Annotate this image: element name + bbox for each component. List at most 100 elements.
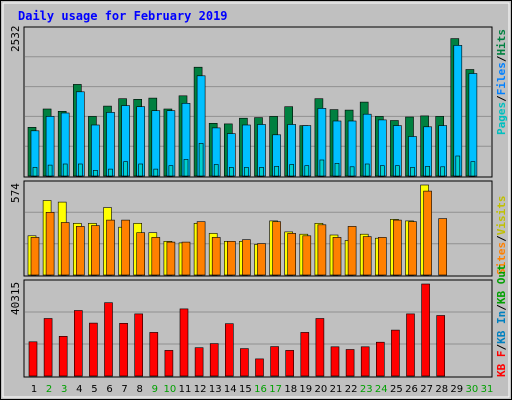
x-tick-label: 13 <box>209 384 222 395</box>
bar-kbytes <box>149 332 159 377</box>
bar-sites <box>76 226 85 276</box>
panel-hits-ymax-label: 2532 <box>9 26 22 53</box>
panel-kbytes-legend: KB F/KB In/KB Out <box>495 264 508 377</box>
bar-kbytes <box>315 318 325 377</box>
bar-pages <box>334 163 340 177</box>
legend-pages: Pages <box>495 102 508 135</box>
bar-kbytes <box>270 346 279 377</box>
bar-sites <box>317 224 327 276</box>
bar-pages <box>47 164 53 177</box>
bar-sites <box>393 219 402 276</box>
bar-kbytes <box>330 346 340 377</box>
bar-kbytes <box>360 346 370 377</box>
bar-kbytes <box>285 350 295 377</box>
bar-sites <box>121 219 130 276</box>
bar-kbytes <box>375 341 385 377</box>
bar-files <box>151 110 161 177</box>
bar-pages <box>349 166 355 177</box>
x-tick-label: 9 <box>152 384 158 395</box>
bar-pages <box>213 164 219 177</box>
x-tick-label: 1 <box>31 384 37 395</box>
bar-pages <box>470 161 476 177</box>
bar-files <box>76 91 85 177</box>
bar-pages <box>168 165 174 177</box>
bar-pages <box>364 163 370 177</box>
bar-pages <box>183 159 189 177</box>
bar-pages <box>32 167 38 177</box>
x-tick-label: 27 <box>420 384 433 395</box>
bar-files <box>468 73 478 177</box>
x-tick-label: 14 <box>224 384 237 395</box>
x-tick-label: 8 <box>137 384 143 395</box>
x-tick-label: 29 <box>450 384 463 395</box>
bar-sites <box>242 239 251 276</box>
panel-visits-legend: Sites/Visits <box>495 196 508 276</box>
bar-kbytes <box>240 348 249 377</box>
x-tick-label: 21 <box>330 384 343 395</box>
bar-pages <box>379 165 385 177</box>
bar-sites <box>45 212 55 276</box>
x-tick-label: 30 <box>466 384 479 395</box>
x-axis-labels: 1 2 3 4 5 6 7 8 9 10 11 12 13 14 15 16 17 18 19 20 21 22 23 24 2… <box>31 384 494 395</box>
bar-kbytes <box>43 318 53 377</box>
bar-sites <box>257 243 266 276</box>
bar-pages <box>319 159 325 177</box>
x-tick-label: 25 <box>390 384 403 395</box>
legend-visits: Visits <box>495 196 508 236</box>
x-tick-label: 16 <box>254 384 267 395</box>
x-tick-label: 12 <box>194 384 207 395</box>
x-tick-label: 22 <box>345 384 358 395</box>
bar-kbytes <box>58 335 68 377</box>
bar-kbytes <box>74 310 83 377</box>
bar-pages <box>289 164 295 177</box>
legend-kbout: KB Out <box>495 264 508 304</box>
x-tick-label: 3 <box>61 384 67 395</box>
x-tick-label: 18 <box>284 384 297 395</box>
x-tick-label: 7 <box>121 384 127 395</box>
bar-kbytes <box>225 323 234 377</box>
bar-pages <box>78 163 83 177</box>
bar-pages <box>108 168 113 177</box>
chart-title: Daily usage for February 2019 <box>18 9 228 23</box>
bar-sites <box>30 237 40 276</box>
legend-kbf: KB F <box>495 351 508 378</box>
bar-sites <box>227 241 236 276</box>
bar-sites <box>408 221 417 276</box>
bar-pages <box>244 167 249 177</box>
bar-kbytes <box>300 332 310 377</box>
bar-pages <box>259 167 264 177</box>
bar-pages <box>93 170 98 177</box>
bar-kbytes <box>119 322 128 377</box>
panel-kbytes-ymax-label: 40315 <box>9 282 22 315</box>
bar-sites <box>181 241 191 276</box>
bar-pages <box>455 155 461 177</box>
panel-hits-legend: Pages/Files/Hits <box>495 29 508 135</box>
bar-sites <box>287 233 297 276</box>
bar-pages <box>229 167 234 177</box>
bars-layer <box>27 38 478 377</box>
bar-sites <box>272 221 281 276</box>
x-tick-label: 28 <box>435 384 448 395</box>
x-tick-label: 23 <box>360 384 373 395</box>
bar-kbytes <box>28 341 38 377</box>
legend-sites: Sites <box>495 242 508 275</box>
bar-kbytes <box>345 349 355 377</box>
x-tick-label: 17 <box>269 384 282 395</box>
legend-hits: Hits <box>495 29 508 56</box>
bar-kbytes <box>89 322 98 377</box>
bar-sites <box>438 218 448 276</box>
bar-pages <box>123 161 128 177</box>
bar-kbytes <box>134 313 143 377</box>
x-tick-label: 5 <box>91 384 97 395</box>
x-tick-label: 19 <box>299 384 312 395</box>
bar-sites <box>151 237 161 276</box>
bar-sites <box>377 237 387 276</box>
bar-kbytes <box>179 308 189 377</box>
bar-pages <box>62 163 68 177</box>
bar-sites <box>347 226 357 276</box>
x-tick-label: 26 <box>405 384 418 395</box>
bar-sites <box>211 237 221 276</box>
x-tick-label: 15 <box>239 384 252 395</box>
bar-sites <box>136 232 145 276</box>
